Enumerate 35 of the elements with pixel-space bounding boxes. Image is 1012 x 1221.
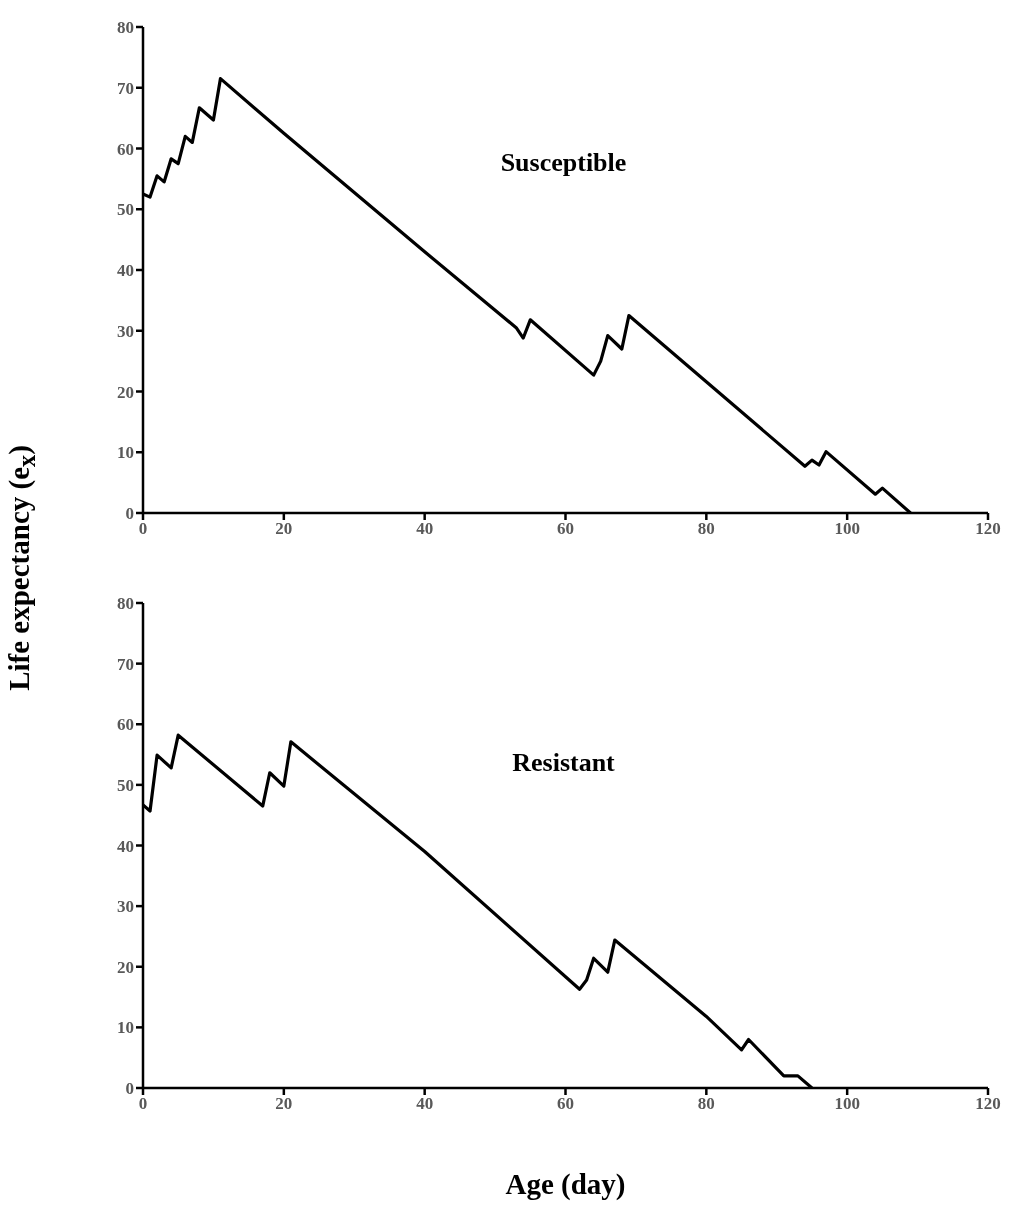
y-tick-label: 70 bbox=[117, 78, 134, 98]
text: Resistant bbox=[512, 748, 615, 777]
x-tick-label: 0 bbox=[138, 519, 148, 539]
x-axis-title: Age (day) bbox=[504, 1168, 627, 1201]
x-tick-label: 120 bbox=[975, 519, 1001, 539]
x-tick-label: 0 bbox=[138, 1094, 148, 1114]
y-tick-label: 20 bbox=[117, 382, 134, 402]
x-tick-label: 20 bbox=[275, 519, 293, 539]
y-tick-label: 40 bbox=[117, 261, 134, 281]
x-tick-label: 100 bbox=[834, 519, 860, 539]
y-tick-label: 40 bbox=[117, 836, 134, 856]
y-tick-label: 20 bbox=[117, 957, 134, 977]
y-tick-label: 60 bbox=[117, 715, 134, 735]
y-tick-label: 60 bbox=[117, 139, 134, 159]
y-tick-label: 0 bbox=[125, 504, 134, 524]
y-tick-label: 80 bbox=[117, 594, 134, 614]
y-tick-label: 0 bbox=[125, 1079, 134, 1099]
y-tick-label: 70 bbox=[117, 654, 134, 674]
y-tick-label: 10 bbox=[117, 1018, 134, 1038]
y-tick-label: 10 bbox=[117, 443, 134, 463]
x-tick-label: 80 bbox=[697, 519, 715, 539]
y-tick-label: 50 bbox=[117, 200, 134, 220]
x-tick-label: 60 bbox=[557, 519, 574, 539]
x-tick-label: 40 bbox=[416, 519, 434, 539]
y-tick-label: 30 bbox=[117, 897, 134, 917]
x-tick-label: 80 bbox=[697, 1094, 715, 1114]
x-tick-label: 40 bbox=[416, 1094, 434, 1114]
x-tick-label: 100 bbox=[834, 1094, 860, 1114]
x-tick-label: 60 bbox=[557, 1094, 574, 1114]
x-tick-label: 20 bbox=[275, 1094, 293, 1114]
x-tick-label: 120 bbox=[975, 1094, 1001, 1114]
y-tick-label: 50 bbox=[117, 775, 134, 795]
y-tick-label: 80 bbox=[117, 18, 134, 38]
y-tick-label: 30 bbox=[117, 321, 134, 341]
text: Susceptible bbox=[500, 148, 627, 177]
